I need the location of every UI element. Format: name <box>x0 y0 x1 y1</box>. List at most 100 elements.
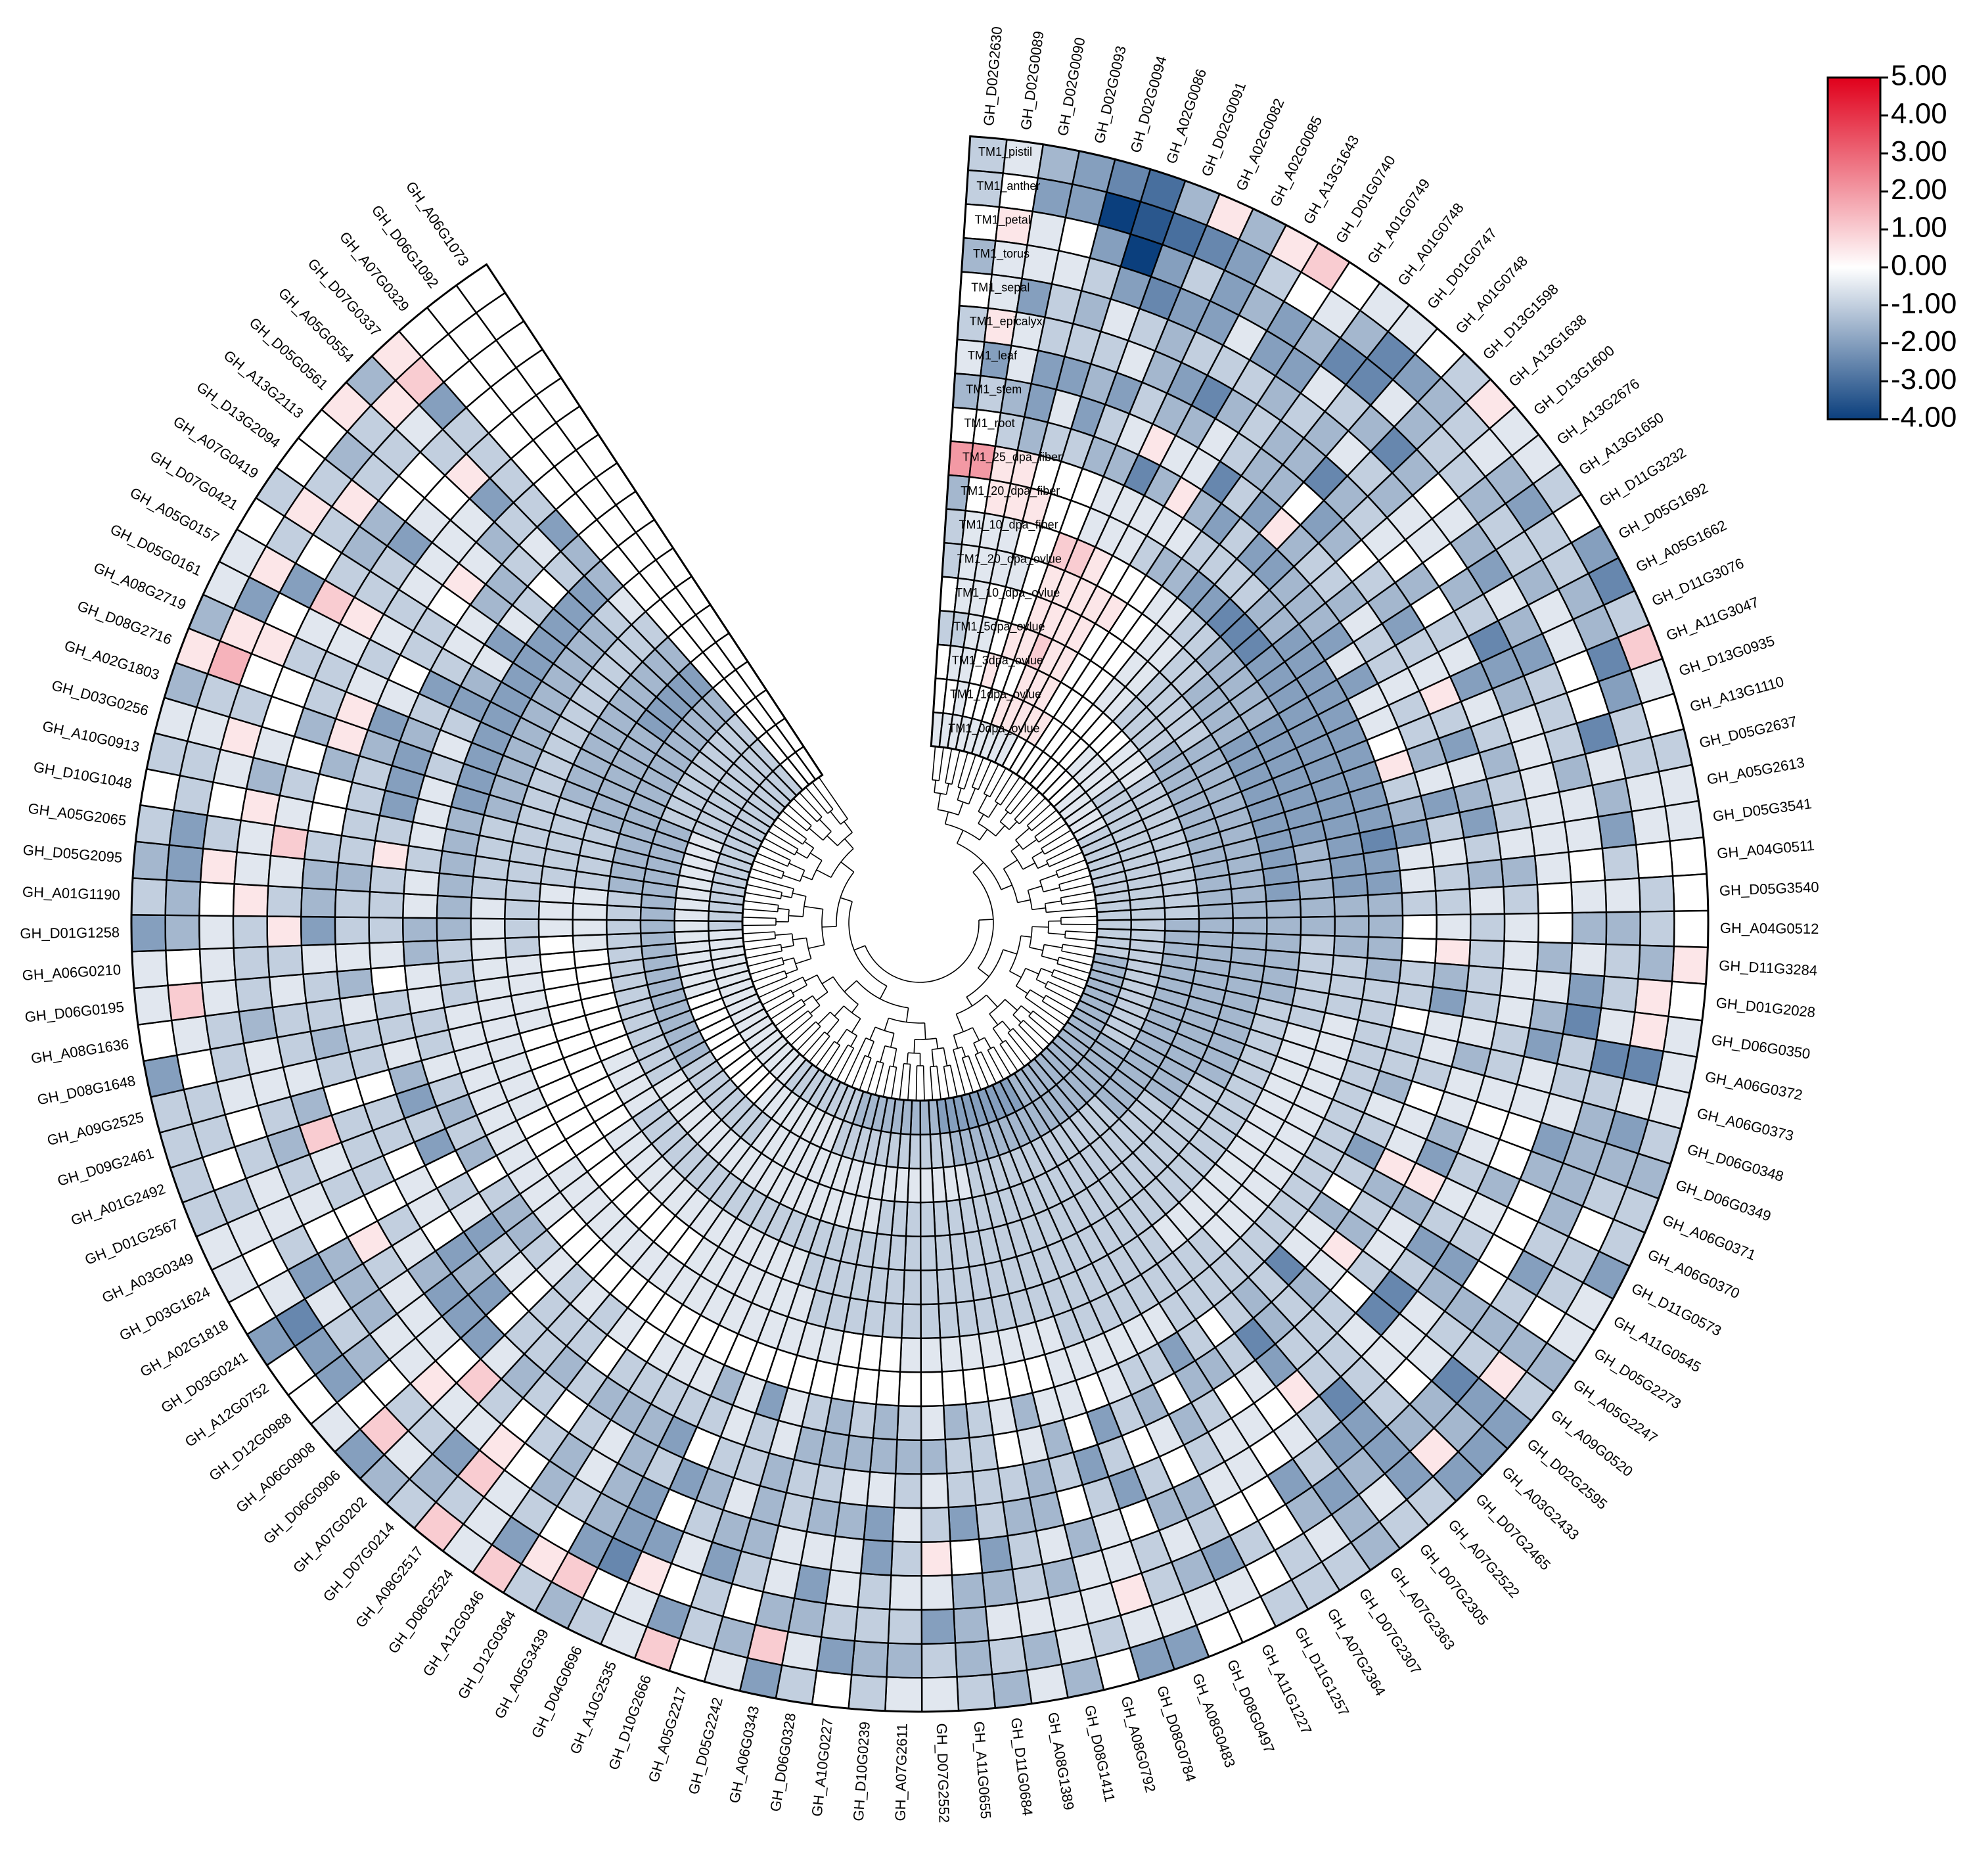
dendrogram-branch <box>1056 859 1086 872</box>
heatmap-cell <box>863 1505 895 1543</box>
dendrogram-branch <box>851 1018 861 1033</box>
heatmap-cell <box>1468 886 1506 915</box>
gene-label: GH_D07G2552 <box>934 1723 953 1823</box>
heatmap-cell <box>920 1676 960 1713</box>
heatmap-cell <box>775 1664 818 1706</box>
heatmap-cell <box>137 1019 178 1063</box>
heatmap-cell <box>1021 1630 1063 1672</box>
tissue-label: TM1_petal <box>975 213 1031 227</box>
heatmap-cell <box>905 1201 922 1237</box>
heatmap-cell <box>1362 847 1401 875</box>
heatmap-cell <box>232 915 269 949</box>
dendrogram-branch <box>931 1049 934 1067</box>
dendrogram-branch <box>937 793 941 810</box>
dendrogram-branch <box>818 777 848 819</box>
gene-label: GH_D05G3541 <box>1711 795 1813 825</box>
heatmap-cell <box>920 1438 948 1475</box>
dendrogram-branch <box>1044 944 1062 949</box>
dendrogram-branch <box>987 1049 1005 1080</box>
dendrogram-branch <box>770 999 802 1020</box>
dendrogram-branch <box>1060 891 1095 898</box>
dendrogram-branch <box>804 974 818 982</box>
heatmap-cell <box>504 936 541 959</box>
dendrogram-branch <box>804 841 814 849</box>
dendrogram-branch <box>999 1043 1018 1072</box>
dendrogram-branch <box>1003 949 1017 955</box>
dendrogram-branch <box>758 976 804 998</box>
gene-label: GH_A06G0210 <box>22 961 122 984</box>
dendrogram-branch <box>986 994 998 1008</box>
heatmap-cell <box>168 809 209 850</box>
heatmap-cell <box>606 919 642 936</box>
heatmap-cell <box>1563 815 1604 854</box>
heatmap-cell <box>920 1574 955 1611</box>
dendrogram-branch <box>759 845 791 861</box>
dendrogram-branch <box>915 1065 918 1101</box>
dendrogram-branch <box>1058 875 1091 885</box>
tissue-label: TM1_3dpa_ovlue <box>952 654 1043 668</box>
heatmap-cell <box>1633 978 1673 1018</box>
dendrogram-branch <box>978 919 993 921</box>
dendrogram-link <box>992 1020 1003 1029</box>
gene-label: GH_D08G2716 <box>75 597 174 648</box>
heatmap-cell <box>1401 890 1438 917</box>
heatmap-cell <box>170 1015 212 1057</box>
dendrogram-link <box>962 1055 969 1059</box>
color-legend: 5.00 4.00 3.00 2.00 1.00 0.00 -1.00 -2.00 -3.00 -… <box>1826 60 1957 434</box>
dendrogram-link <box>1064 930 1066 938</box>
dendrogram-branch <box>1002 1020 1011 1031</box>
gene-label: GH_D06G0348 <box>1685 1141 1786 1185</box>
dendrogram-branch <box>979 829 988 840</box>
dendrogram-branch <box>972 861 984 873</box>
dendrogram-branch <box>802 1031 825 1057</box>
dendrogram-branch <box>1008 821 1018 831</box>
tissue-label: TM1_root <box>964 417 1015 430</box>
dendrogram-branch <box>907 1064 911 1101</box>
dendrogram-link <box>834 1041 840 1046</box>
heatmap-cell <box>1671 873 1710 912</box>
heatmap-cell <box>902 1269 922 1306</box>
heatmap-cell <box>470 917 506 940</box>
dendrogram-link <box>823 831 832 841</box>
heatmap-cell <box>131 949 169 990</box>
dendrogram-branch <box>1049 852 1083 867</box>
heatmap-cell <box>1604 877 1641 913</box>
dendrogram-branch <box>971 757 984 788</box>
dendrogram-branch <box>851 1055 866 1087</box>
dendrogram-link <box>1058 884 1062 891</box>
gene-label: GH_D08G0784 <box>1154 1683 1199 1783</box>
dendrogram-link <box>956 994 987 1015</box>
tissue-labels: TM1_pistil TM1_anther TM1_petal TM1_torus TM… <box>948 145 1062 735</box>
heatmap-cell <box>572 902 608 921</box>
dendrogram-branch <box>1045 900 1062 904</box>
legend-tick-label: -2.00 <box>1891 325 1957 357</box>
heatmap-cell <box>853 1606 891 1644</box>
dendrogram-branch <box>796 851 807 859</box>
dendrogram-link <box>817 974 828 993</box>
dendrogram-branch <box>1028 1015 1055 1039</box>
dendrogram-branch <box>1051 975 1085 990</box>
dendrogram-branch <box>744 892 781 900</box>
tissue-label: TM1_epicalyx <box>970 315 1043 329</box>
heatmap-cell <box>888 1574 922 1611</box>
gene-label: GH_D02G2630 <box>980 26 1005 126</box>
heatmap-cell <box>1400 937 1438 965</box>
gene-label: GH_A06G0343 <box>726 1704 762 1804</box>
heatmap-cell <box>402 892 439 919</box>
heatmap-cell <box>920 1473 950 1509</box>
dendrogram-branch <box>1014 791 1040 820</box>
heatmap-cell <box>951 1572 987 1610</box>
gene-label: GH_D05G2242 <box>685 1695 726 1796</box>
tissue-label: TM1_1dpa_ovlue <box>950 688 1041 702</box>
gene-label: GH_A10G0227 <box>808 1718 836 1818</box>
dendrogram-branch <box>899 1063 905 1100</box>
heatmap-cell <box>1399 866 1437 894</box>
gene-label: GH_D02G0090 <box>1054 36 1089 137</box>
tissue-label: TM1_anther <box>976 179 1040 193</box>
dendrogram-branch <box>777 817 807 840</box>
heatmap-cell <box>131 840 171 881</box>
heatmap-cell <box>1462 831 1503 865</box>
heatmap-cell <box>1011 1563 1050 1604</box>
dendrogram-branch <box>746 884 782 893</box>
gene-label: GH_D02G0089 <box>1018 30 1047 131</box>
